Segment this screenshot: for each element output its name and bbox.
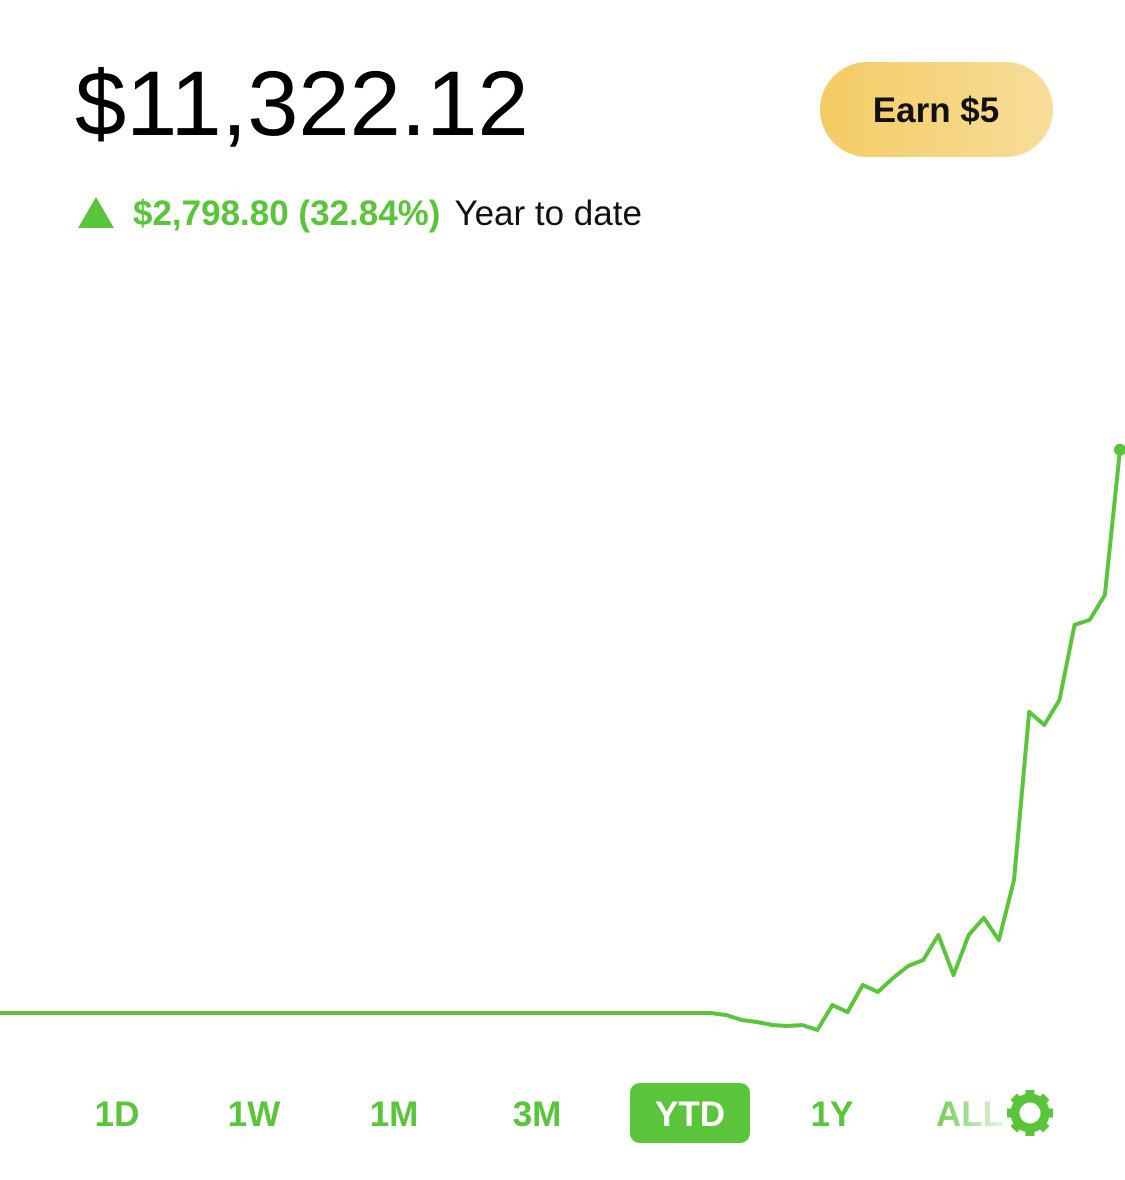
settings-gear[interactable] <box>1007 1090 1053 1136</box>
range-tab[interactable]: 3M <box>513 1095 562 1134</box>
price-line <box>0 449 1122 1033</box>
range-tab[interactable]: 1Y <box>811 1095 854 1134</box>
range-tab[interactable]: 1D <box>95 1095 140 1134</box>
selected-tab[interactable]: YTD <box>655 1095 725 1134</box>
change: $2,798.80 (32.84%) <box>133 194 440 233</box>
range-tabs: 1D 1W 1M 3M YTD 1Y ALL <box>95 1083 1004 1143</box>
earn-button[interactable]: Earn $5 <box>820 62 1053 157</box>
earn-button-label[interactable]: Earn $5 <box>873 91 999 130</box>
selected-tab-bg[interactable] <box>630 1083 750 1143</box>
end-dot <box>1114 443 1125 456</box>
up-arrow <box>78 197 114 228</box>
range-tab[interactable]: 1W <box>228 1095 281 1134</box>
balance: $11,322.12 <box>75 53 529 155</box>
range-tab[interactable]: 1M <box>370 1095 419 1134</box>
range-tab[interactable]: ALL <box>936 1095 1004 1134</box>
gear-teeth[interactable] <box>1007 1090 1053 1136</box>
period-label: Year to date <box>454 194 641 233</box>
chart <box>0 443 1125 1033</box>
earn-button-bg[interactable] <box>820 62 1053 157</box>
